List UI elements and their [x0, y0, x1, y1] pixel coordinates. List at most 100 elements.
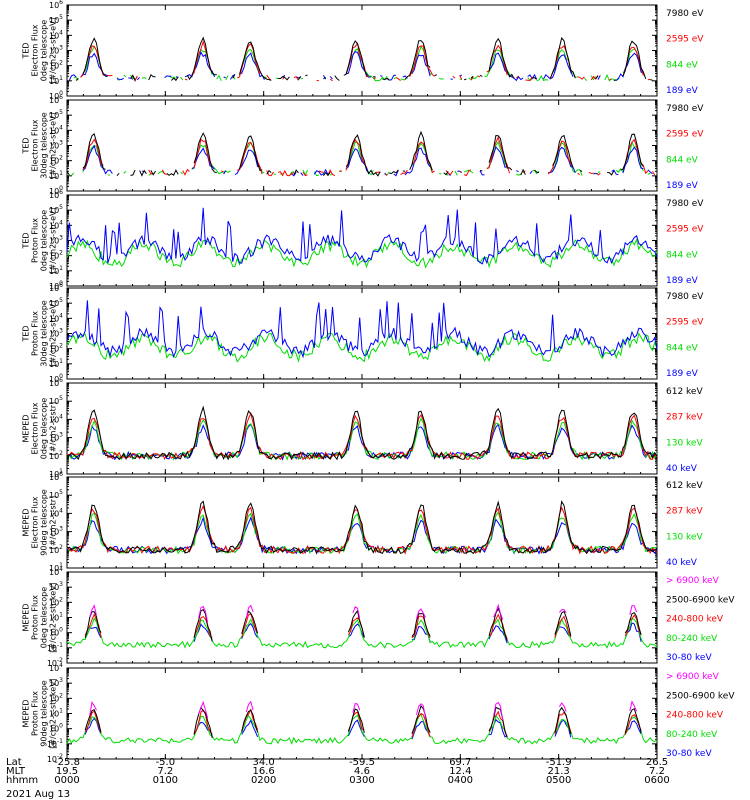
x-tick-label-mlt: 12.4 — [449, 766, 471, 777]
y-tick-label: 101 — [49, 708, 63, 719]
legend-entry: 287 keV — [666, 413, 703, 423]
y-tick-label: 10-2 — [47, 753, 63, 764]
y-axis-label: MEPED Proton Flux 90deg telescope [#/cm2-s-… — [22, 678, 58, 749]
y-label-line: Electron Flux — [31, 119, 40, 171]
x-tick-label-mlt: 4.6 — [354, 766, 370, 777]
panel-5: 101 102 103 104 105 106 MEPED Electron Flux 0deg… — [22, 377, 704, 479]
x-row-label: MLT — [6, 766, 26, 777]
y-tick-label: 102 — [49, 60, 63, 71]
panel-frame — [66, 287, 658, 380]
y-label-line: 0deg telescope — [40, 398, 49, 459]
trace-30-80-kev — [84, 717, 642, 740]
y-tick-label: 102 — [49, 692, 63, 703]
y-tick-label: 10-2 — [47, 657, 63, 668]
legend-entry: 844 eV — [666, 343, 699, 353]
y-tick-label: 101 — [49, 562, 63, 573]
legend-entry: 130 keV — [666, 438, 703, 448]
y-label-line: [#/cm2-s-str-eV] — [49, 17, 58, 83]
panel-frame — [66, 667, 658, 760]
legend-entry: 80-240 keV — [666, 634, 718, 644]
trace-40-kev — [66, 423, 658, 461]
trace-30-80-kev — [84, 622, 642, 644]
legend-entry: 80-240 keV — [666, 730, 718, 740]
y-tick-label: 106 — [49, 189, 63, 200]
y-tick-label: 106 — [49, 471, 63, 482]
y-label-line: [#/cm2-s-str-eV] — [49, 300, 58, 366]
x-tick-label-hhmm: 0300 — [349, 775, 374, 786]
y-label-line: 0deg telescope — [40, 210, 49, 271]
y-label-line: 30deg telescope — [40, 112, 49, 179]
y-label-line: Electron Flux — [31, 24, 40, 76]
legend-entry: 40 keV — [666, 464, 698, 474]
y-label-line: Proton Flux — [31, 218, 40, 263]
trace-7980-ev — [75, 36, 653, 82]
trace-189-ev — [66, 207, 658, 265]
x-tick-label-hhmm: 0400 — [448, 775, 473, 786]
panel-3: 100 101 102 103 104 105 106 TED Proton Flux 0deg … — [22, 189, 705, 291]
legend-entry: 189 eV — [666, 181, 699, 191]
legend-entry: 2595 eV — [666, 225, 704, 235]
panel-8: 10-2 10-1 100 101 102 103 104 MEPED Proton Flux 9… — [22, 662, 736, 764]
trace-2500-6900-kev — [84, 607, 642, 642]
y-tick-label: 100 — [49, 723, 63, 734]
y-tick-label: 104 — [49, 312, 63, 323]
trace--6900-kev — [89, 700, 638, 720]
trace-240-800-kev — [84, 613, 642, 640]
x-tick-label-mlt: 7.2 — [649, 766, 665, 777]
legend-entry: 7980 eV — [666, 9, 704, 19]
trace-612-kev — [66, 500, 658, 555]
legend-entry: 189 eV — [666, 276, 699, 286]
trace-2500-6900-kev — [84, 704, 642, 739]
legend-entry: 2595 eV — [666, 318, 704, 328]
y-label-line: TED — [22, 137, 31, 154]
y-tick-label: 104 — [49, 124, 63, 135]
legend-entry: 189 eV — [666, 86, 699, 96]
legend-entry: 30-80 keV — [666, 653, 712, 663]
x-tick-label-mlt: 21.3 — [548, 766, 570, 777]
trace-80-240-kev — [66, 713, 658, 745]
y-label-line: [#/cm2-s-str] — [49, 402, 58, 455]
y-tick-label: 102 — [49, 544, 63, 555]
y-tick-label: 104 — [49, 29, 63, 40]
legend-entry: 2500-6900 keV — [666, 691, 735, 701]
legend-entry: 40 keV — [666, 558, 698, 568]
y-label-line: 0deg telescope — [40, 587, 49, 648]
y-tick-label: 100 — [49, 373, 63, 384]
y-tick-label: 106 — [49, 377, 63, 388]
legend-entry: 2595 eV — [666, 130, 704, 140]
y-tick-label: 101 — [49, 358, 63, 369]
y-axis-label: TED Proton Flux 30deg telescope [#/cm2-s-st… — [22, 300, 58, 367]
legend-entry: 130 keV — [666, 532, 703, 542]
trace-80-240-kev — [66, 617, 658, 649]
panel-frame — [66, 382, 658, 475]
y-label-line: [#/cm2-s-str-keV] — [49, 582, 58, 653]
y-axis-label: MEPED Electron Flux 0deg telescope [#/cm2-s… — [22, 398, 58, 459]
y-tick-label: 105 — [49, 395, 63, 406]
y-tick-label: 105 — [49, 14, 63, 25]
x-tick-label-lat: 26.5 — [646, 757, 668, 768]
y-label-line: 90deg telescope — [40, 489, 49, 556]
y-tick-label: 104 — [49, 219, 63, 230]
y-tick-label: 102 — [49, 155, 63, 166]
y-tick-label: 105 — [49, 297, 63, 308]
legend-entry: 240-800 keV — [666, 615, 724, 625]
y-tick-label: 103 — [49, 235, 63, 246]
y-tick-label: 103 — [49, 677, 63, 688]
y-axis-label: TED Electron Flux 0deg telescope [#/cm2-s-s… — [22, 17, 58, 83]
y-tick-label: 106 — [49, 0, 63, 10]
legend-entry: 240-800 keV — [666, 711, 724, 721]
x-tick-label-hhmm: 0100 — [153, 775, 178, 786]
panel-6: 101 102 103 104 105 106 MEPED Electron Flux 90de… — [22, 471, 704, 573]
panel-frame — [66, 4, 658, 97]
x-tick-label-hhmm: 0000 — [54, 775, 79, 786]
y-tick-label: 104 — [49, 413, 63, 424]
panel-frame — [66, 99, 658, 192]
y-axis-label: MEPED Electron Flux 90deg telescope [#/cm2-… — [22, 489, 58, 556]
trace-189-ev — [66, 300, 658, 359]
y-tick-label: 102 — [49, 343, 63, 354]
x-row-label: hhmm — [6, 775, 38, 786]
y-tick-label: 104 — [49, 566, 63, 577]
x-tick-label-hhmm: 0200 — [251, 775, 276, 786]
x-tick-label-lat: -51.9 — [546, 757, 572, 768]
